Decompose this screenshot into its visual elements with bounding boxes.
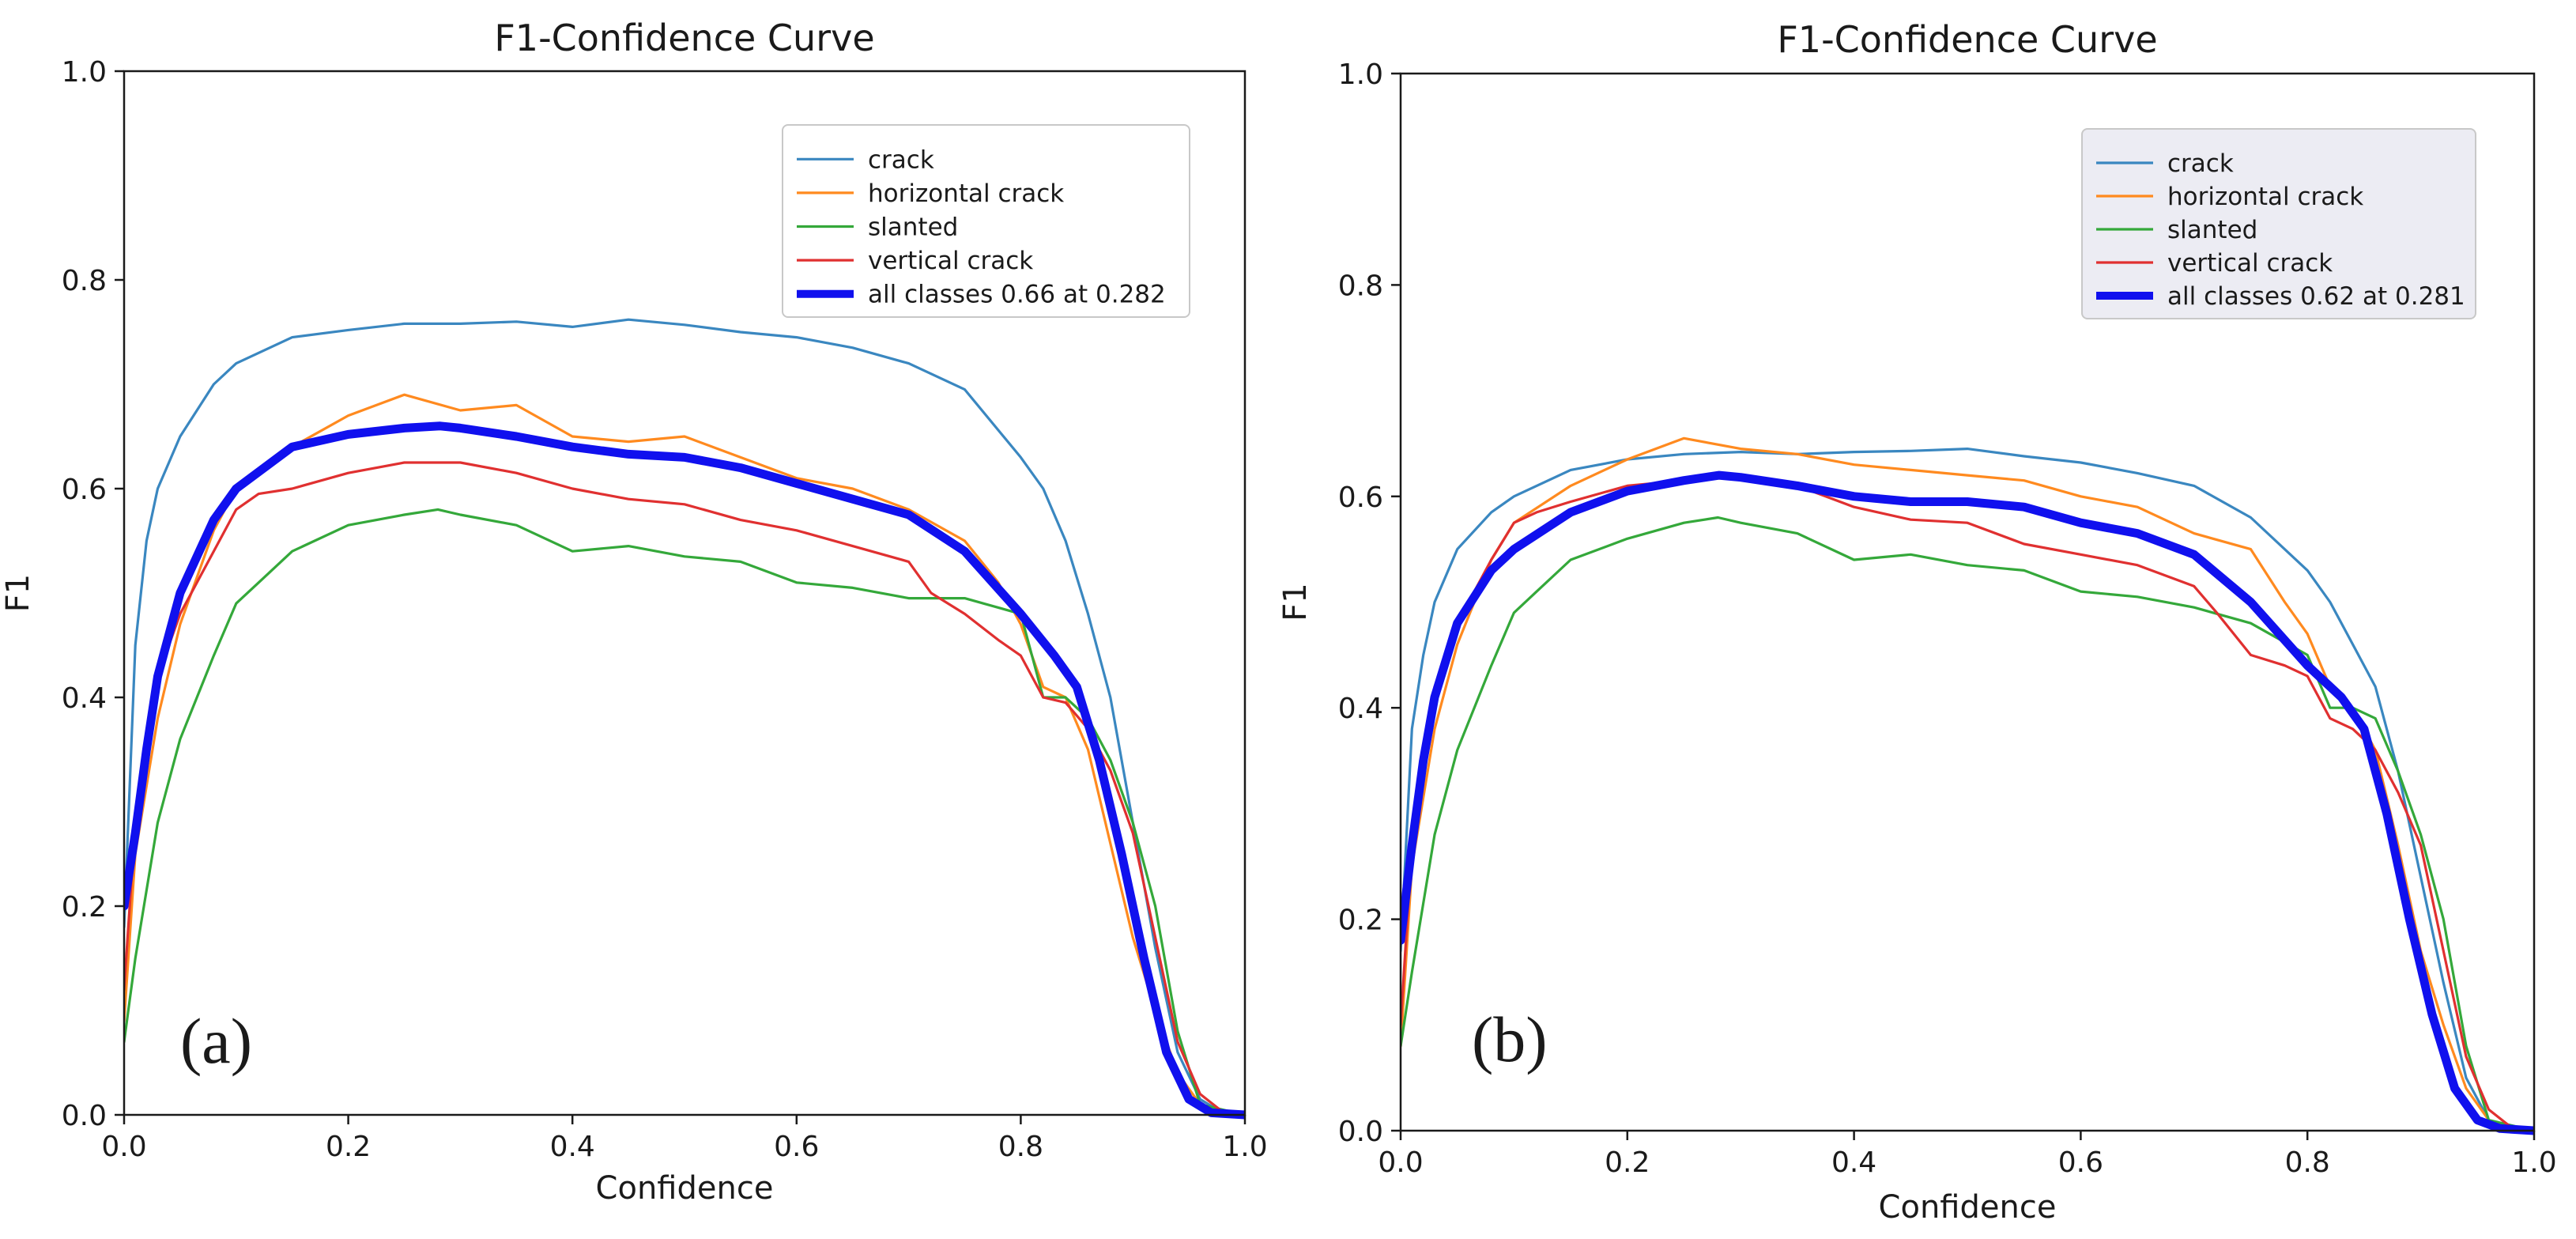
plot-frame bbox=[123, 70, 1247, 1116]
series-line-all-classes bbox=[124, 421, 1245, 1120]
series-line-crack bbox=[1401, 448, 2534, 1132]
chart-panel-a: F1-Confidence Curve 0.0 0.2 0.4 0.6 0.8 1.0 0.0… bbox=[0, 17, 1268, 1207]
x-tick-label: 1.0 bbox=[2511, 1146, 2556, 1179]
y-tick-label: 0.6 bbox=[62, 474, 107, 506]
x-tick-label: 0.6 bbox=[774, 1131, 819, 1163]
x-tick-label: 0.0 bbox=[1378, 1146, 1423, 1179]
legend-box bbox=[2081, 128, 2476, 319]
legend-label-slanted: slanted bbox=[868, 213, 958, 242]
series-line-horizontal-crack bbox=[124, 393, 1245, 1116]
series-line-horizontal-crack bbox=[1401, 436, 2534, 1132]
y-tick-label: 1.0 bbox=[62, 56, 107, 89]
series-line-vertical-crack bbox=[124, 461, 1245, 1116]
chart-title: F1-Confidence Curve bbox=[494, 17, 874, 59]
panel-label: (b) bbox=[1472, 1003, 1548, 1075]
legend-label-horizontal-crack: horizontal crack bbox=[2167, 183, 2363, 211]
legend: crack horizontal crack slanted vertical cra… bbox=[2081, 128, 2476, 319]
x-tick-label: 0.0 bbox=[101, 1131, 146, 1163]
legend-label-vertical-crack: vertical crack bbox=[2167, 249, 2333, 278]
x-tick-label: 0.8 bbox=[2285, 1146, 2330, 1179]
y-tick-label: 0.4 bbox=[62, 682, 107, 715]
y-axis-label: F1 bbox=[1277, 583, 1314, 621]
legend-label-slanted: slanted bbox=[2167, 216, 2257, 244]
y-tick-label: 0.0 bbox=[62, 1100, 107, 1132]
legend-label-crack: crack bbox=[2167, 149, 2234, 178]
chart-title: F1-Confidence Curve bbox=[1777, 18, 2157, 61]
series-line-slanted bbox=[1401, 516, 2534, 1132]
y-tick-label: 0.2 bbox=[1338, 905, 1383, 937]
x-tick-label: 0.8 bbox=[998, 1131, 1043, 1163]
legend: crack horizontal crack slanted vertical cra… bbox=[782, 124, 1190, 318]
x-axis-label: Confidence bbox=[1879, 1189, 2057, 1226]
series-lines bbox=[124, 318, 1245, 1120]
legend-label-all-classes: all classes 0.62 at 0.281 bbox=[2167, 282, 2465, 311]
x-tick-label: 0.4 bbox=[1831, 1146, 1876, 1179]
y-tick-label: 0.4 bbox=[1338, 693, 1383, 725]
x-tick-label: 0.6 bbox=[2058, 1146, 2103, 1179]
x-tick-label: 1.0 bbox=[1222, 1131, 1267, 1163]
series-line-slanted bbox=[124, 508, 1245, 1116]
y-tick-label: 0.2 bbox=[62, 891, 107, 924]
y-axis-label: F1 bbox=[0, 574, 36, 612]
y-tick-label: 0.0 bbox=[1338, 1116, 1383, 1148]
x-tick-label: 0.4 bbox=[550, 1131, 595, 1163]
series-lines bbox=[1401, 436, 2534, 1135]
y-tick-label: 1.0 bbox=[1338, 59, 1383, 91]
y-tick-label: 0.8 bbox=[1338, 270, 1383, 302]
legend-label-vertical-crack: vertical crack bbox=[868, 247, 1033, 275]
panel-label: (a) bbox=[180, 1005, 252, 1077]
x-tick-label: 0.2 bbox=[326, 1131, 371, 1163]
legend-label-all-classes: all classes 0.66 at 0.282 bbox=[868, 281, 1166, 309]
series-line-all-classes bbox=[1401, 470, 2534, 1135]
y-tick-label: 0.6 bbox=[1338, 482, 1383, 514]
x-axis-label: Confidence bbox=[596, 1170, 774, 1207]
y-tick-label: 0.8 bbox=[62, 265, 107, 297]
chart-panel-b: F1-Confidence Curve 0.0 0.2 0.4 0.6 0.8 1.0 0.0… bbox=[1277, 18, 2557, 1226]
x-tick-label: 0.2 bbox=[1605, 1146, 1650, 1179]
plot-frame bbox=[1399, 72, 2536, 1132]
legend-box bbox=[782, 124, 1190, 318]
legend-label-horizontal-crack: horizontal crack bbox=[868, 179, 1064, 208]
series-line-vertical-crack bbox=[1401, 474, 2534, 1132]
legend-label-crack: crack bbox=[868, 145, 934, 174]
